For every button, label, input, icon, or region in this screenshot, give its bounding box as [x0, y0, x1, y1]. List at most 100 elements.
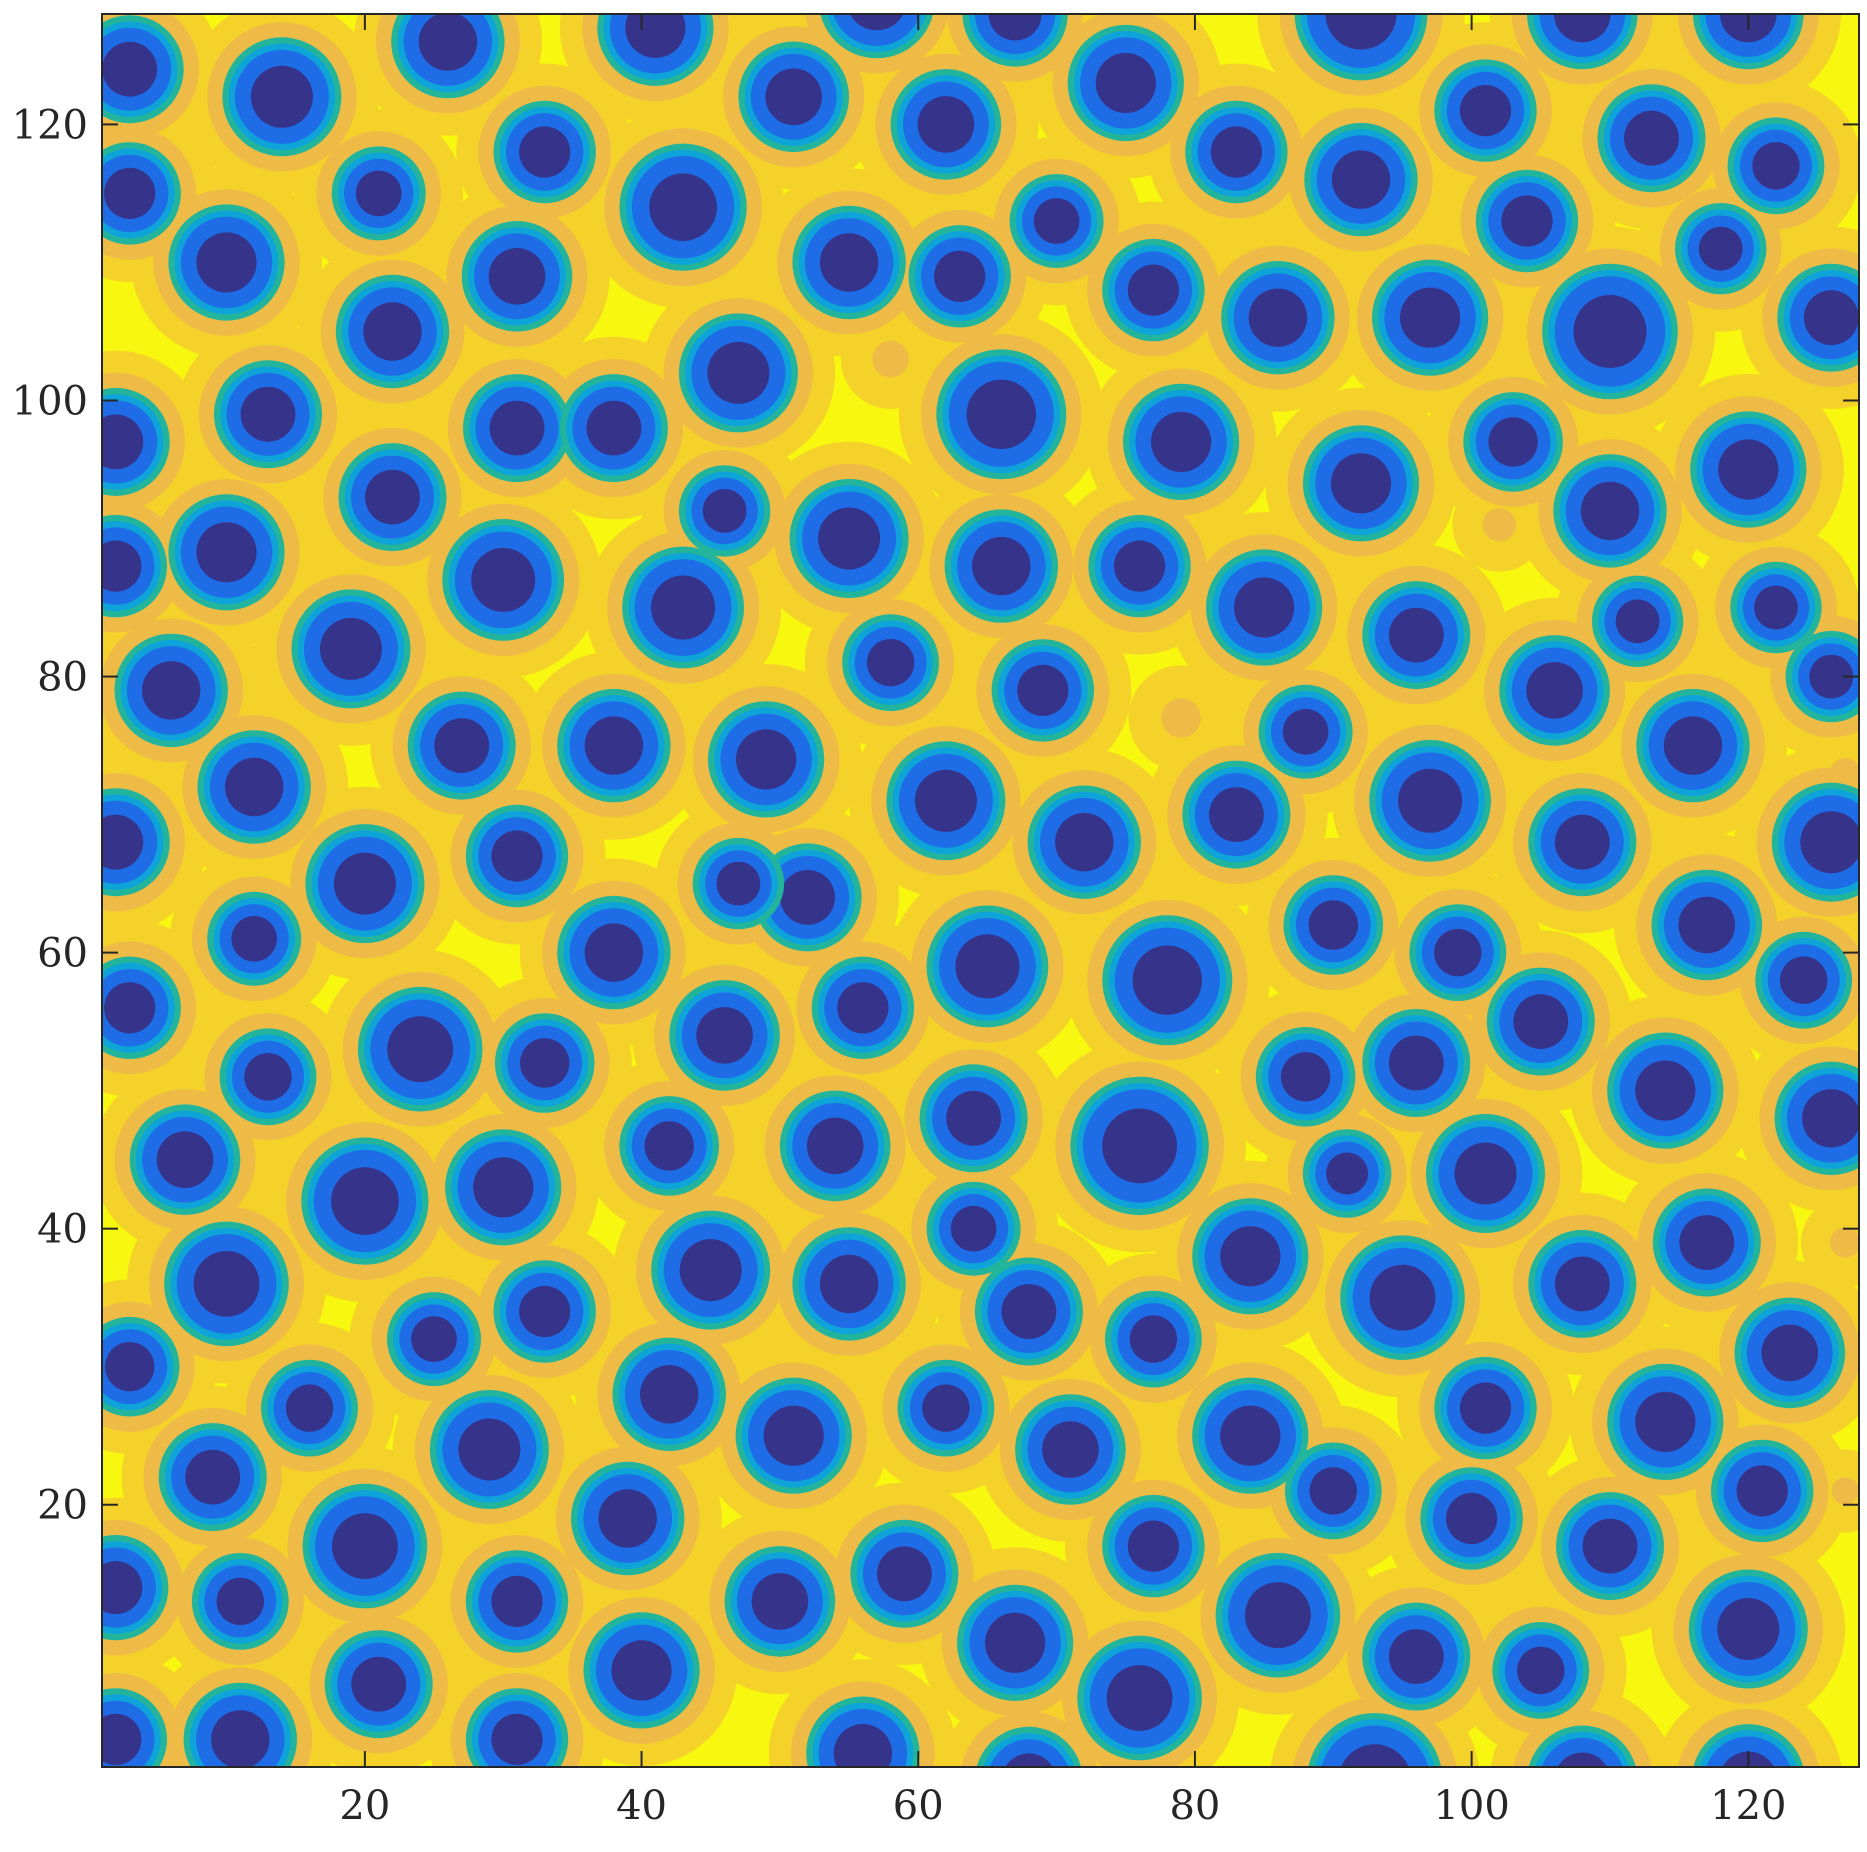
spot-core [104, 167, 156, 219]
spot-core [1132, 945, 1203, 1015]
spot-core [104, 982, 156, 1034]
faint-spot-core [872, 340, 909, 378]
spot-core [1754, 585, 1798, 630]
y-tick-label: 100 [12, 378, 88, 424]
spot-core [193, 1251, 260, 1317]
spot-core [1210, 126, 1262, 178]
axes-frame [101, 13, 1860, 1768]
x-tick-label: 20 [339, 1783, 390, 1829]
spot-core [1220, 1226, 1281, 1287]
spot-core [644, 1121, 694, 1171]
y-axis: 20 40 60 80 100 120 [12, 102, 1859, 1529]
spot-core [434, 718, 490, 773]
spot-core [1802, 1089, 1859, 1148]
spot-core [1245, 1582, 1311, 1649]
spot-core [818, 507, 881, 570]
spot-core [519, 126, 571, 178]
spot-core [1388, 1035, 1444, 1091]
spot-core [849, 14, 904, 31]
spot-core [1331, 150, 1391, 209]
spot-core [1220, 1405, 1281, 1466]
spot-core [1718, 439, 1779, 500]
spot-core [1114, 540, 1166, 592]
spot-core [196, 232, 257, 293]
faint-spot-halo [1800, 1198, 1859, 1287]
spot-core [1517, 1646, 1565, 1695]
spot-core [1005, 1753, 1053, 1767]
spot-core [411, 1316, 457, 1362]
x-tick-label: 120 [1710, 1783, 1786, 1829]
spot-core [651, 575, 716, 640]
spot-core [765, 68, 822, 126]
spot-core [142, 661, 201, 720]
spot-core [363, 302, 422, 361]
spot-core [102, 1713, 142, 1765]
spot-core [1398, 768, 1463, 833]
spot-core [320, 617, 382, 680]
spot-core [1736, 1465, 1788, 1517]
spot-core [102, 540, 142, 592]
spot-core [1234, 577, 1295, 638]
spot-core [586, 400, 642, 456]
spot-core [418, 14, 478, 71]
spot-core [1325, 14, 1397, 50]
spot-layer [102, 14, 1859, 1767]
spot-core [866, 639, 915, 687]
spot-core [736, 729, 797, 790]
y-tick-label: 40 [37, 1207, 88, 1253]
spot-core [584, 716, 644, 775]
spot-core [1033, 198, 1080, 244]
spot-core [1369, 1264, 1436, 1331]
spot-core [696, 1007, 753, 1064]
spot-core [1663, 716, 1723, 775]
spot-core [950, 1205, 997, 1252]
spot-core [102, 41, 158, 97]
spot-core [365, 469, 420, 525]
spot-core [922, 1384, 970, 1432]
spot-core [611, 1640, 672, 1701]
spot-core [1280, 1052, 1331, 1102]
spot-core [1615, 599, 1660, 644]
spot-core [679, 1239, 742, 1302]
spot-core [156, 1131, 214, 1188]
spot-core [598, 1489, 657, 1548]
spot-core [333, 852, 396, 915]
spot-core [1678, 896, 1736, 954]
spot-core [917, 96, 975, 153]
spot-core [1282, 709, 1329, 755]
spot-core [1095, 52, 1156, 114]
faint-spot-core [1831, 1477, 1859, 1505]
y-tick-label: 80 [37, 655, 88, 701]
spot-core [1248, 288, 1308, 347]
spot-core [1400, 287, 1461, 348]
spot-core [331, 1167, 399, 1235]
spot-core [1573, 295, 1647, 368]
y-tick-label: 120 [12, 102, 88, 148]
spot-core [1459, 85, 1512, 137]
faint-spot-core [1482, 508, 1517, 542]
spot-core [1554, 814, 1610, 870]
spot-core [1752, 142, 1800, 190]
faint-spot-core [1161, 698, 1201, 738]
spot-core [1761, 1324, 1819, 1382]
spot-ring-blue [989, 1739, 1069, 1767]
spot-core [1513, 994, 1569, 1049]
spot-core [1151, 411, 1212, 472]
spot-core [1803, 290, 1859, 346]
spot-core [1488, 417, 1538, 467]
y-tick-label: 20 [37, 1483, 88, 1529]
spot-core [458, 1418, 521, 1481]
spot-core [471, 547, 536, 612]
faint-spot-core [1830, 1227, 1859, 1258]
spot-core [387, 1016, 454, 1083]
spot-core [231, 916, 277, 962]
spot-core [1635, 1391, 1696, 1452]
spot-core [355, 170, 402, 217]
spot-core [240, 386, 296, 442]
x-axis: 20 40 60 80 100 120 [339, 14, 1787, 1829]
spot-core [955, 934, 1020, 999]
spot-core [819, 1254, 879, 1314]
spot-core [1330, 453, 1392, 514]
spot-core [1454, 1142, 1517, 1205]
